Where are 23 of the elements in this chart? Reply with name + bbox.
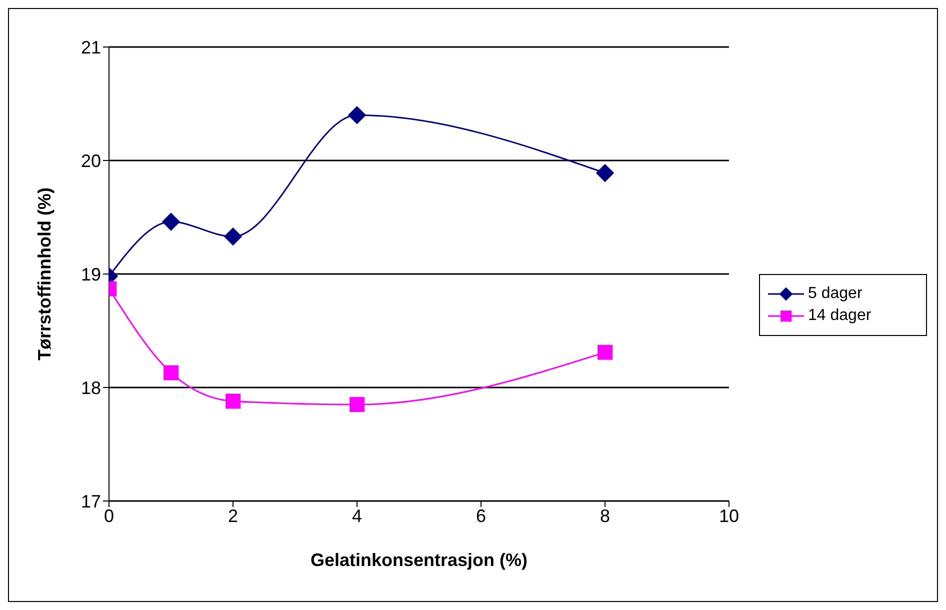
point [224, 228, 242, 246]
point [596, 164, 614, 182]
y-tick-label: 17 [80, 491, 101, 512]
y-tick-label: 21 [80, 37, 101, 58]
y-tick-label: 20 [80, 150, 101, 171]
x-tick-label: 2 [228, 506, 238, 526]
legend-label: 5 dager [808, 285, 862, 303]
x-tick-label: 6 [476, 506, 486, 526]
point [164, 365, 178, 380]
x-tick-label: 4 [352, 506, 362, 526]
point [350, 397, 364, 412]
x-tick-label: 0 [104, 506, 114, 526]
y-tick-label: 18 [80, 378, 101, 398]
x-axis-title: Gelatinkonsentrasjon (%) [310, 550, 528, 570]
x-tick-label: 10 [718, 506, 740, 526]
x-tick-label: 8 [600, 506, 610, 526]
point [226, 394, 240, 409]
y-axis-title: Tørrstoffinnhold (%) [34, 188, 54, 360]
point [598, 344, 612, 360]
y-tick-label: 19 [80, 264, 101, 284]
legend-label: 14 dager [808, 307, 872, 325]
point [162, 212, 180, 231]
point [348, 106, 366, 124]
